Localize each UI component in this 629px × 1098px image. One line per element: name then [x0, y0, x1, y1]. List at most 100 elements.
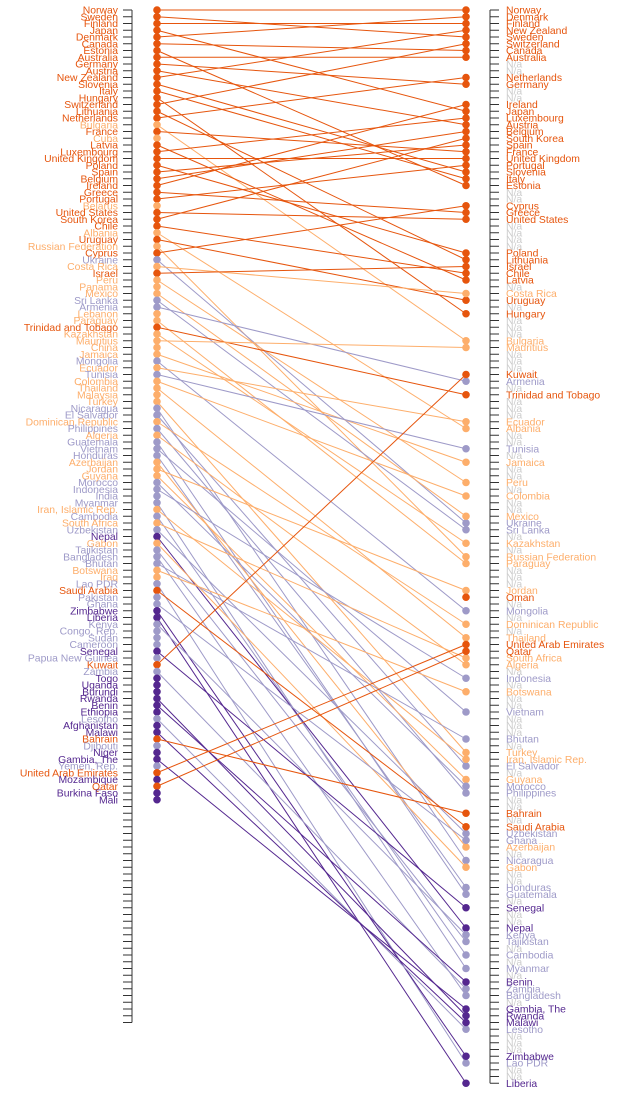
left-label-united-kingdom: United Kingdom — [44, 154, 118, 165]
left-dot-uzbekistan — [153, 525, 161, 534]
left-label-pakistan: Pakistan — [78, 593, 118, 604]
right-dot-tajikistan — [462, 937, 470, 946]
left-dot-bulgaria — [153, 120, 161, 129]
right-label-norway: Norway — [506, 6, 542, 17]
left-label-spain: Spain — [91, 168, 118, 179]
right-dot-israel — [462, 262, 470, 271]
left-dot-philippines — [153, 424, 161, 433]
left-dot-burkina-faso — [153, 789, 161, 797]
right-dot-lao-pdr — [462, 1059, 470, 1067]
right-dot-honduras — [462, 883, 470, 892]
left-label-switzerland: Switzerland — [64, 100, 118, 111]
right-na-label: N/a — [506, 600, 522, 611]
right-dot-morocco — [462, 782, 470, 791]
right-na-label: N/a — [506, 228, 522, 239]
left-label-kazakhstan: Kazakhstan — [64, 330, 119, 341]
left-label-greece: Greece — [84, 188, 118, 199]
left-dot-uruguay — [153, 235, 161, 244]
left-dot-mexico — [153, 289, 161, 298]
left-dot-lithuania — [153, 107, 161, 116]
left-label-finland: Finland — [84, 19, 118, 30]
right-dot-botswana — [462, 687, 470, 696]
left-label-qatar: Qatar — [92, 782, 119, 793]
right-na-label: N/a — [506, 451, 522, 462]
slope-line-liberia — [156, 617, 467, 1084]
right-label-portugal: Portugal — [506, 161, 545, 172]
right-dot-azerbaijan — [462, 843, 470, 851]
right-na-label: N/a — [506, 357, 522, 368]
right-na-label: N/a — [506, 465, 522, 476]
slope-line-mongolia — [156, 360, 467, 612]
right-label-switzerland: Switzerland — [506, 39, 560, 50]
slope-line-kuwait — [156, 374, 467, 666]
slope-line-iran-islamic-rep — [156, 509, 467, 760]
right-label-tajikistan: Tajikistan — [506, 937, 549, 948]
slope-line-uzbekistan — [156, 529, 467, 834]
left-dot-luxembourg — [153, 147, 161, 156]
left-dot-united-states — [153, 208, 161, 217]
left-label-belgium: Belgium — [80, 174, 118, 185]
left-dot-peru — [153, 276, 161, 284]
slope-line-israel — [156, 266, 467, 274]
left-label-belarus: Belarus — [83, 201, 118, 212]
right-dot-finland — [462, 19, 470, 28]
right-dot-cambodia — [462, 951, 470, 959]
right-label-peru: Peru — [506, 478, 528, 489]
right-dot-cyprus — [462, 201, 470, 210]
right-na-label: N/a — [506, 627, 522, 638]
right-label-oman: Oman — [506, 593, 535, 604]
left-label-bulgaria: Bulgaria — [80, 120, 118, 131]
country-labels: N/aN/aN/aN/aN/aN/aN/aN/aN/aN/aN/aN/aN/aN… — [20, 6, 604, 1090]
right-label-lithuania: Lithuania — [506, 255, 548, 266]
slope-line-algeria — [156, 434, 467, 666]
right-na-label: N/a — [506, 613, 522, 624]
slope-line-thailand — [156, 387, 467, 639]
left-dot-benin — [153, 701, 161, 710]
right-dot-new-zealand — [462, 26, 470, 35]
left-dot-dominican-republic — [153, 417, 161, 426]
left-label-cameroon: Cameroon — [69, 640, 118, 651]
left-label-new-zealand: New Zealand — [57, 73, 118, 84]
left-label-estonia: Estonia — [83, 46, 118, 57]
right-dot-kenya — [462, 930, 470, 939]
right-na-label: N/a — [506, 323, 522, 334]
left-label-bhutan: Bhutan — [85, 559, 118, 570]
left-label-trinidad-and-tobago: Trinidad and Tobago — [24, 323, 118, 334]
left-label-honduras: Honduras — [73, 451, 118, 462]
slope-line-costa-rica — [156, 266, 467, 294]
right-dot-greece — [462, 208, 470, 217]
left-label-chile: Chile — [94, 222, 118, 233]
left-label-bangladesh: Bangladesh — [63, 552, 118, 563]
left-label-luxembourg: Luxembourg — [60, 147, 118, 158]
right-na-label: N/a — [506, 404, 522, 415]
left-dot-albania — [153, 228, 161, 237]
left-dot-south-africa — [153, 519, 161, 527]
right-dot-liberia — [462, 1079, 470, 1088]
right-dot-australia — [462, 53, 470, 62]
left-dot-switzerland — [153, 100, 161, 109]
left-label-iran-islamic-rep: Iran, Islamic Rep. — [37, 505, 118, 516]
left-dot-slovenia — [153, 80, 161, 89]
left-dot-myanmar — [153, 498, 161, 507]
right-label-ireland: Ireland — [506, 100, 538, 111]
left-label-vietnam: Vietnam — [80, 444, 118, 455]
left-dot-sudan — [153, 633, 161, 642]
slope-line-south-korea — [156, 137, 467, 220]
right-na-label: N/a — [506, 721, 522, 732]
slope-line-luxembourg — [156, 117, 467, 153]
right-dot-jordan — [462, 586, 470, 595]
left-dot-mauritius — [153, 336, 161, 345]
left-label-djibouti: Djibouti — [83, 741, 118, 752]
right-na-label: N/a — [506, 498, 522, 509]
left-label-france: France — [86, 127, 119, 138]
right-label-rwanda: Rwanda — [506, 1011, 544, 1022]
right-label-united-kingdom: United Kingdom — [506, 154, 580, 165]
right-label-ecuador: Ecuador — [506, 417, 545, 428]
left-dot-ukraine — [153, 255, 161, 264]
right-na-label: N/a — [506, 694, 522, 705]
left-label-dominican-republic: Dominican Republic — [26, 417, 118, 428]
right-dot-united-arab-emirates — [462, 640, 470, 649]
slope-line-tunisia — [156, 374, 467, 450]
right-dot-uzbekistan — [462, 829, 470, 838]
